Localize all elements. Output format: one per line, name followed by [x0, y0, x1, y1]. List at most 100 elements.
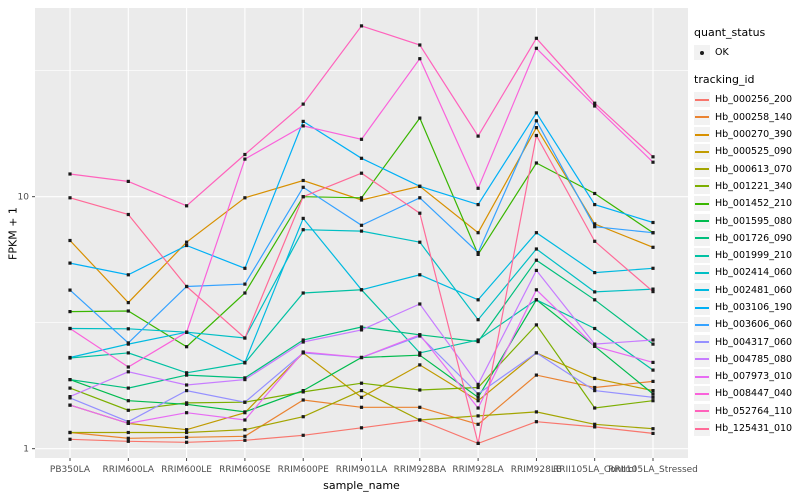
data-point — [359, 171, 364, 175]
data-point — [243, 434, 247, 438]
line-swatch-icon — [695, 392, 709, 395]
data-point — [185, 330, 189, 334]
data-point — [185, 373, 189, 377]
legend-item-tracking-id: Hb_004785_080 — [694, 351, 798, 368]
line-swatch-icon — [695, 116, 709, 119]
data-point — [651, 220, 655, 225]
legend-key-line — [694, 109, 710, 125]
data-point — [68, 378, 72, 382]
legend-item-label: Hb_004785_080 — [715, 353, 793, 365]
data-point — [651, 395, 655, 399]
legend-key-line — [694, 196, 710, 212]
legend-item-label: OK — [715, 47, 729, 59]
line-swatch-icon — [695, 271, 709, 274]
legend-item-tracking-id: Hb_003106_190 — [694, 299, 798, 316]
line-swatch-icon — [695, 98, 709, 101]
data-point — [68, 395, 72, 399]
line-swatch-icon — [695, 202, 709, 205]
data-point — [126, 408, 130, 412]
data-point — [534, 119, 538, 123]
legend-item-tracking-id: Hb_000258_140 — [694, 109, 798, 126]
data-point — [126, 327, 130, 331]
line-swatch-icon — [695, 237, 709, 240]
data-point — [359, 24, 364, 28]
data-point — [651, 399, 655, 403]
data-point — [534, 161, 538, 165]
data-point — [534, 373, 538, 377]
data-point — [243, 266, 247, 270]
data-point — [68, 238, 72, 243]
data-point — [126, 212, 130, 217]
legend-key-line — [694, 230, 710, 246]
data-point — [593, 104, 597, 108]
line-swatch-icon — [695, 323, 709, 326]
legend-item-tracking-id: Hb_001726_090 — [694, 230, 798, 247]
legend-item-tracking-id: Hb_000525_090 — [694, 143, 798, 160]
x-tick-label: RRIM928LB — [511, 465, 562, 475]
data-point — [243, 196, 247, 200]
data-point — [593, 406, 597, 410]
legend-item-label: Hb_002481_060 — [715, 284, 793, 296]
data-point — [301, 102, 305, 106]
data-point — [534, 323, 538, 327]
data-point — [301, 195, 305, 199]
data-point — [243, 376, 247, 380]
data-point — [243, 282, 247, 286]
data-point — [359, 288, 364, 292]
data-point — [126, 386, 130, 390]
data-point — [476, 231, 480, 235]
legend-item-label: Hb_003106_190 — [715, 302, 793, 313]
data-point — [301, 338, 305, 342]
data-point — [185, 240, 189, 244]
data-point — [359, 198, 364, 202]
data-point — [68, 430, 72, 435]
data-point — [534, 420, 538, 424]
data-point — [476, 414, 480, 418]
data-point — [301, 398, 305, 402]
data-point — [476, 392, 480, 396]
legend-item-label: Hb_000525_090 — [715, 146, 793, 158]
legend-item-label: Hb_008447_040 — [715, 388, 793, 400]
data-point — [126, 399, 130, 403]
data-point — [185, 440, 189, 444]
data-point — [301, 178, 305, 183]
data-point — [476, 382, 480, 386]
data-point — [534, 247, 538, 251]
data-point — [359, 328, 364, 332]
legend-key-point — [694, 45, 710, 61]
data-point — [185, 243, 189, 248]
data-point — [185, 402, 189, 406]
legend-item-tracking-id: Hb_052764_110 — [694, 403, 798, 420]
legend-title-tracking-id: tracking_id — [694, 73, 755, 87]
data-point — [68, 310, 72, 314]
legend-key-line — [694, 213, 710, 229]
x-tick-label: PB350LA — [50, 465, 91, 475]
line-swatch-icon — [695, 289, 709, 292]
data-point — [476, 318, 480, 322]
data-point — [593, 425, 597, 429]
data-point — [418, 405, 422, 409]
x-tick-label: RRIM928LA — [452, 465, 504, 475]
data-point — [301, 119, 305, 123]
legend-tracking-id: tracking_id Hb_000256_200 Hb_000258_140 Hb… — [694, 73, 798, 437]
legend-item-tracking-id: Hb_002414_060 — [694, 264, 798, 281]
data-point — [651, 360, 655, 364]
legend-quant-status: quant_status OK — [694, 26, 798, 61]
data-point — [418, 43, 422, 47]
data-point — [534, 46, 538, 50]
data-point — [476, 203, 480, 207]
data-point — [126, 309, 130, 313]
legend-item-tracking-id: Hb_000256_200 — [694, 91, 798, 108]
data-point — [126, 351, 130, 355]
line-swatch-icon — [695, 427, 709, 430]
data-point — [418, 57, 422, 61]
data-point — [534, 351, 538, 355]
data-point — [301, 433, 305, 437]
data-point — [651, 368, 655, 372]
legend-key-line — [694, 92, 710, 108]
data-point — [476, 406, 480, 410]
data-point — [534, 268, 538, 272]
data-point — [68, 437, 72, 441]
line-swatch-icon — [695, 168, 709, 171]
